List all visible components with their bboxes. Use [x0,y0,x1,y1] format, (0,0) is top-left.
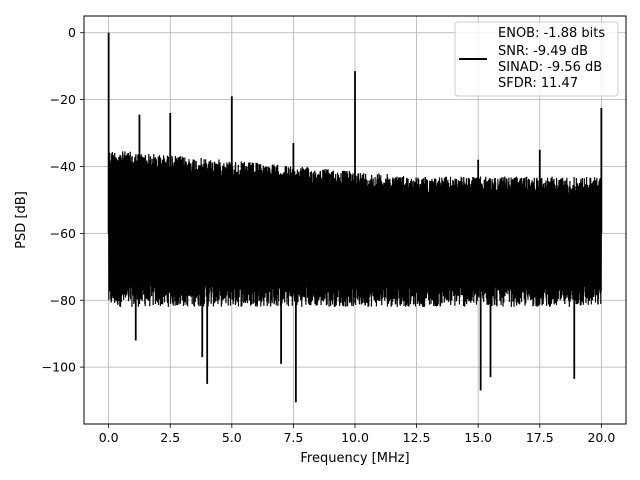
y-axis-label: PSD [dB] [14,191,29,249]
legend-line-1: ENOB: -1.88 bits [498,26,605,41]
y-tick-label: −60 [50,226,76,241]
y-tick-label: −100 [42,360,76,375]
y-tick-label: −20 [50,92,76,107]
x-tick-label: 0.0 [99,430,119,445]
legend-line-2: SNR: -9.49 dB [498,44,588,59]
x-tick-label: 2.5 [160,430,180,445]
y-tick-label: −80 [50,293,76,308]
y-tick-label: 0 [68,25,76,40]
x-axis-label: Frequency [MHz] [300,451,409,466]
legend: ENOB: -1.88 bits SNR: -9.49 dB SINAD: -9… [454,21,619,97]
x-tick-label: 17.5 [526,430,554,445]
x-tick-label: 10.0 [341,430,369,445]
psd-series [107,32,603,403]
legend-box [454,21,619,97]
y-tick-label: −40 [50,159,76,174]
x-tick-label: 15.0 [464,430,492,445]
legend-line-3: SINAD: -9.56 dB [498,60,602,75]
x-tick-label: 20.0 [587,430,615,445]
x-tick-label: 5.0 [222,430,242,445]
x-tick-label: 7.5 [283,430,303,445]
x-axis-ticks: 0.0 2.5 5.0 7.5 10.0 12.5 15.0 17.5 20.0 [99,424,615,445]
x-tick-label: 12.5 [403,430,431,445]
y-axis-ticks: 0 −20 −40 −60 −80 −100 [42,25,84,375]
legend-line-4: SFDR: 11.47 [498,76,578,91]
